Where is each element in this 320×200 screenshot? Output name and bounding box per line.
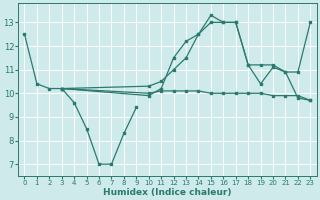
X-axis label: Humidex (Indice chaleur): Humidex (Indice chaleur)	[103, 188, 232, 197]
